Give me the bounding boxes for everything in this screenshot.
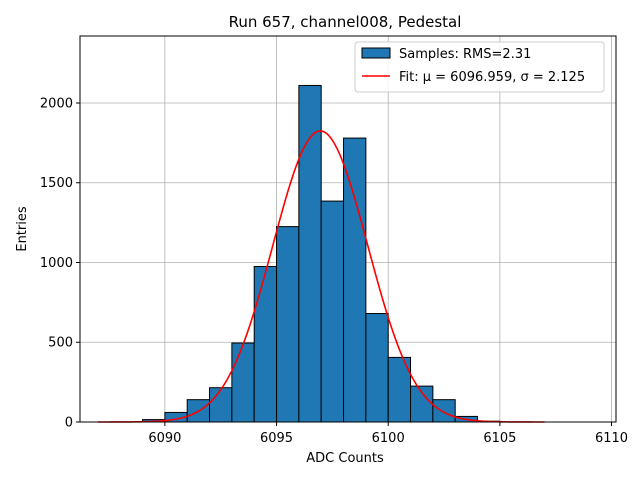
x-tick-label: 6105	[483, 431, 516, 446]
y-tick-label: 500	[48, 336, 73, 351]
histogram-bar	[276, 226, 300, 423]
x-tick-label: 6100	[372, 431, 405, 446]
histogram-bar	[432, 399, 456, 423]
fit-curve	[97, 130, 545, 423]
legend-fit-label: Fit: μ = 6096.959, σ = 2.125	[399, 70, 585, 85]
x-tick-label: 6110	[595, 431, 628, 446]
x-tick-label: 6090	[148, 431, 181, 446]
x-axis-label: ADC Counts	[306, 451, 384, 466]
histogram-bar	[343, 137, 367, 423]
y-tick-label: 0	[65, 416, 73, 431]
legend-box	[354, 41, 605, 93]
x-tick-label: 6095	[260, 431, 293, 446]
y-axis-ticks: 0 500 1000 1500 2000	[40, 96, 80, 431]
plot-frame	[79, 35, 617, 423]
y-tick-label: 2000	[40, 96, 73, 111]
y-axis-label: Entries	[15, 206, 30, 252]
histogram-bars	[142, 84, 501, 423]
y-tick-label: 1000	[40, 256, 73, 271]
legend: Samples: RMS=2.31 Fit: μ = 6096.959, σ =…	[354, 41, 605, 93]
histogram-bar	[209, 387, 233, 423]
histogram-bar	[253, 265, 278, 423]
x-axis-ticks: 6090 6095 6100 6105 6110	[148, 422, 628, 446]
histogram-bar	[365, 313, 389, 423]
legend-samples-label: Samples: RMS=2.31	[399, 47, 531, 62]
y-tick-label: 1500	[40, 176, 73, 191]
chart-title: Run 657, channel008, Pedestal	[229, 13, 462, 31]
legend-bar-swatch	[361, 47, 391, 59]
histogram-bar	[231, 342, 255, 423]
histogram-bar	[298, 84, 322, 423]
histogram-bar	[320, 200, 345, 423]
